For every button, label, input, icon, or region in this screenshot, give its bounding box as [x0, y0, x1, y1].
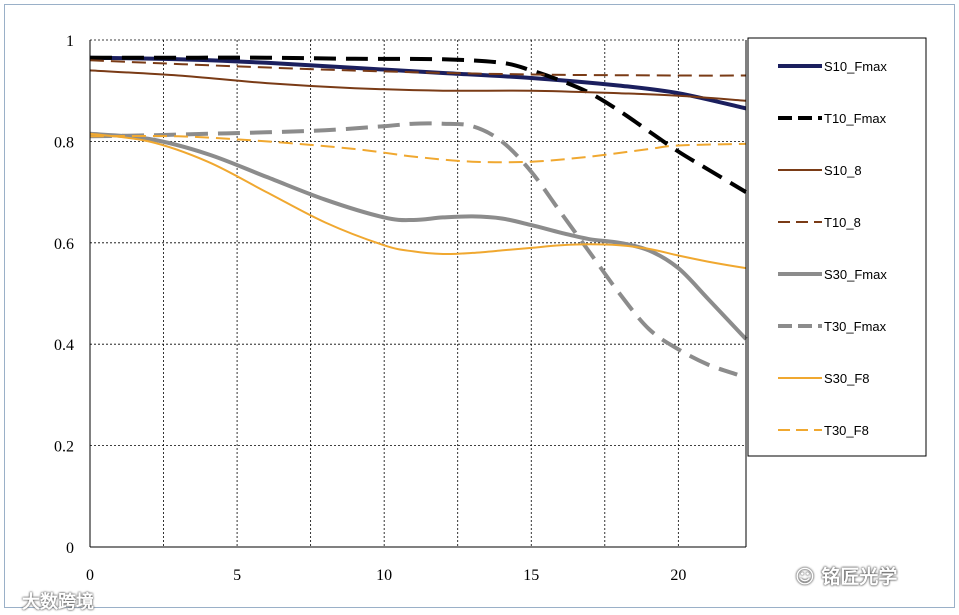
x-tick-label: 10 — [376, 567, 392, 584]
watermark-right: ☺ 铭匠光学 — [795, 562, 897, 589]
y-tick-label: 0 — [66, 540, 74, 557]
y-tick-label: 0.8 — [54, 134, 74, 151]
tick-labels: 0 5 10 15 20 0 0.2 0.4 0.6 0.8 1 — [54, 33, 686, 584]
legend-label: T30_Fmax — [824, 319, 887, 334]
x-tick-label: 0 — [86, 567, 94, 584]
legend-label: T30_F8 — [824, 423, 869, 438]
legend-label: S30_F8 — [824, 371, 870, 386]
x-tick-label: 20 — [670, 567, 686, 584]
plot-background — [90, 40, 746, 547]
series-group — [89, 55, 748, 377]
y-tick-label: 0.2 — [54, 439, 74, 456]
series-line-t10-fmax — [90, 55, 748, 194]
legend-label: S10_Fmax — [824, 59, 887, 74]
x-tick-label: 15 — [523, 567, 539, 584]
legend-label: T10_8 — [824, 215, 861, 230]
legend: S10_Fmax T10_Fmax S10_8 T10_8 S30_Fmax T30_Fm… — [747, 37, 927, 457]
watermark-right-text: 铭匠光学 — [821, 566, 898, 588]
axes — [89, 40, 747, 548]
plot-area — [90, 40, 746, 547]
y-tick-label: 0.6 — [54, 236, 74, 253]
series-line-s10-8 — [89, 69, 747, 102]
grid — [90, 39, 746, 547]
y-tick-label: 1 — [66, 33, 74, 50]
x-tick-label: 5 — [233, 567, 241, 584]
series-line-s30-fmax — [89, 131, 748, 341]
legend-box — [747, 37, 927, 457]
series-line-s30-f8 — [89, 132, 747, 270]
series-line-t10-8 — [89, 59, 747, 77]
y-tick-label: 0.4 — [54, 337, 74, 354]
legend-label: S10_8 — [824, 163, 862, 178]
series-line-t30-fmax — [89, 121, 738, 377]
series-line-t30-f8 — [89, 134, 747, 164]
watermark-right-icon: ☺ — [795, 566, 822, 588]
watermark-left: 大数跨境 — [22, 588, 94, 614]
watermark-left-text: 大数跨境 — [22, 592, 94, 613]
legend-label: S30_Fmax — [824, 267, 887, 282]
legend-label: T10_Fmax — [824, 111, 887, 126]
